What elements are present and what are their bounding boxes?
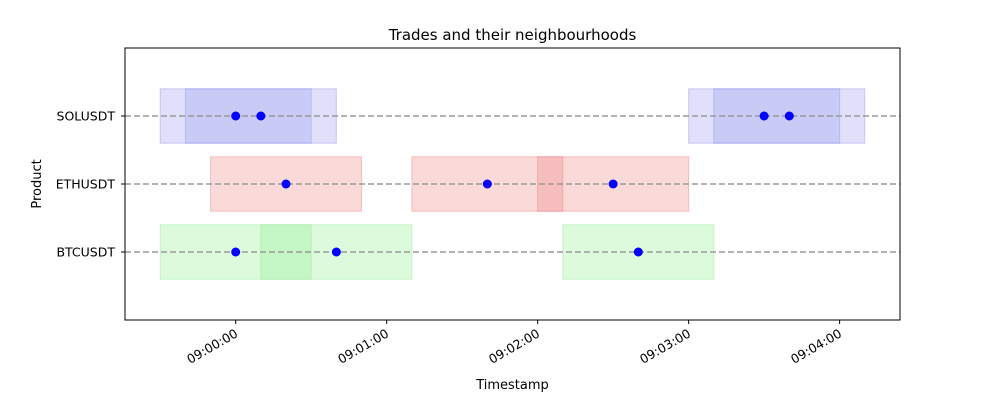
trade-point-solusdt-2 [759,111,769,121]
trade-point-solusdt-3 [784,111,794,121]
y-tick-label-btcusdt: BTCUSDT [56,245,115,260]
category-guide-lines [125,115,900,253]
trade-point-btcusdt-0 [231,247,241,257]
trade-point-btcusdt-2 [633,247,643,257]
y-axis-label: Product [30,159,45,208]
trade-points [231,111,794,257]
x-tick-label-2: 09:02:00 [486,326,542,367]
trade-point-solusdt-1 [256,111,266,121]
trade-point-ethusdt-2 [608,179,618,189]
trade-point-ethusdt-0 [281,179,291,189]
trade-point-btcusdt-1 [331,247,341,257]
x-axis-label: Timestamp [475,378,549,393]
y-tick-label-solusdt: SOLUSDT [57,109,116,124]
x-tick-label-4: 09:04:00 [788,326,844,367]
trade-point-ethusdt-1 [482,179,492,189]
trade-point-solusdt-0 [231,111,241,121]
y-tick-label-ethusdt: ETHUSDT [56,177,116,192]
x-tick-label-0: 09:00:00 [184,326,240,367]
x-tick-label-1: 09:01:00 [335,326,391,367]
chart-title: Trades and their neighbourhoods [388,26,637,44]
x-tick-label-3: 09:03:00 [637,326,693,367]
